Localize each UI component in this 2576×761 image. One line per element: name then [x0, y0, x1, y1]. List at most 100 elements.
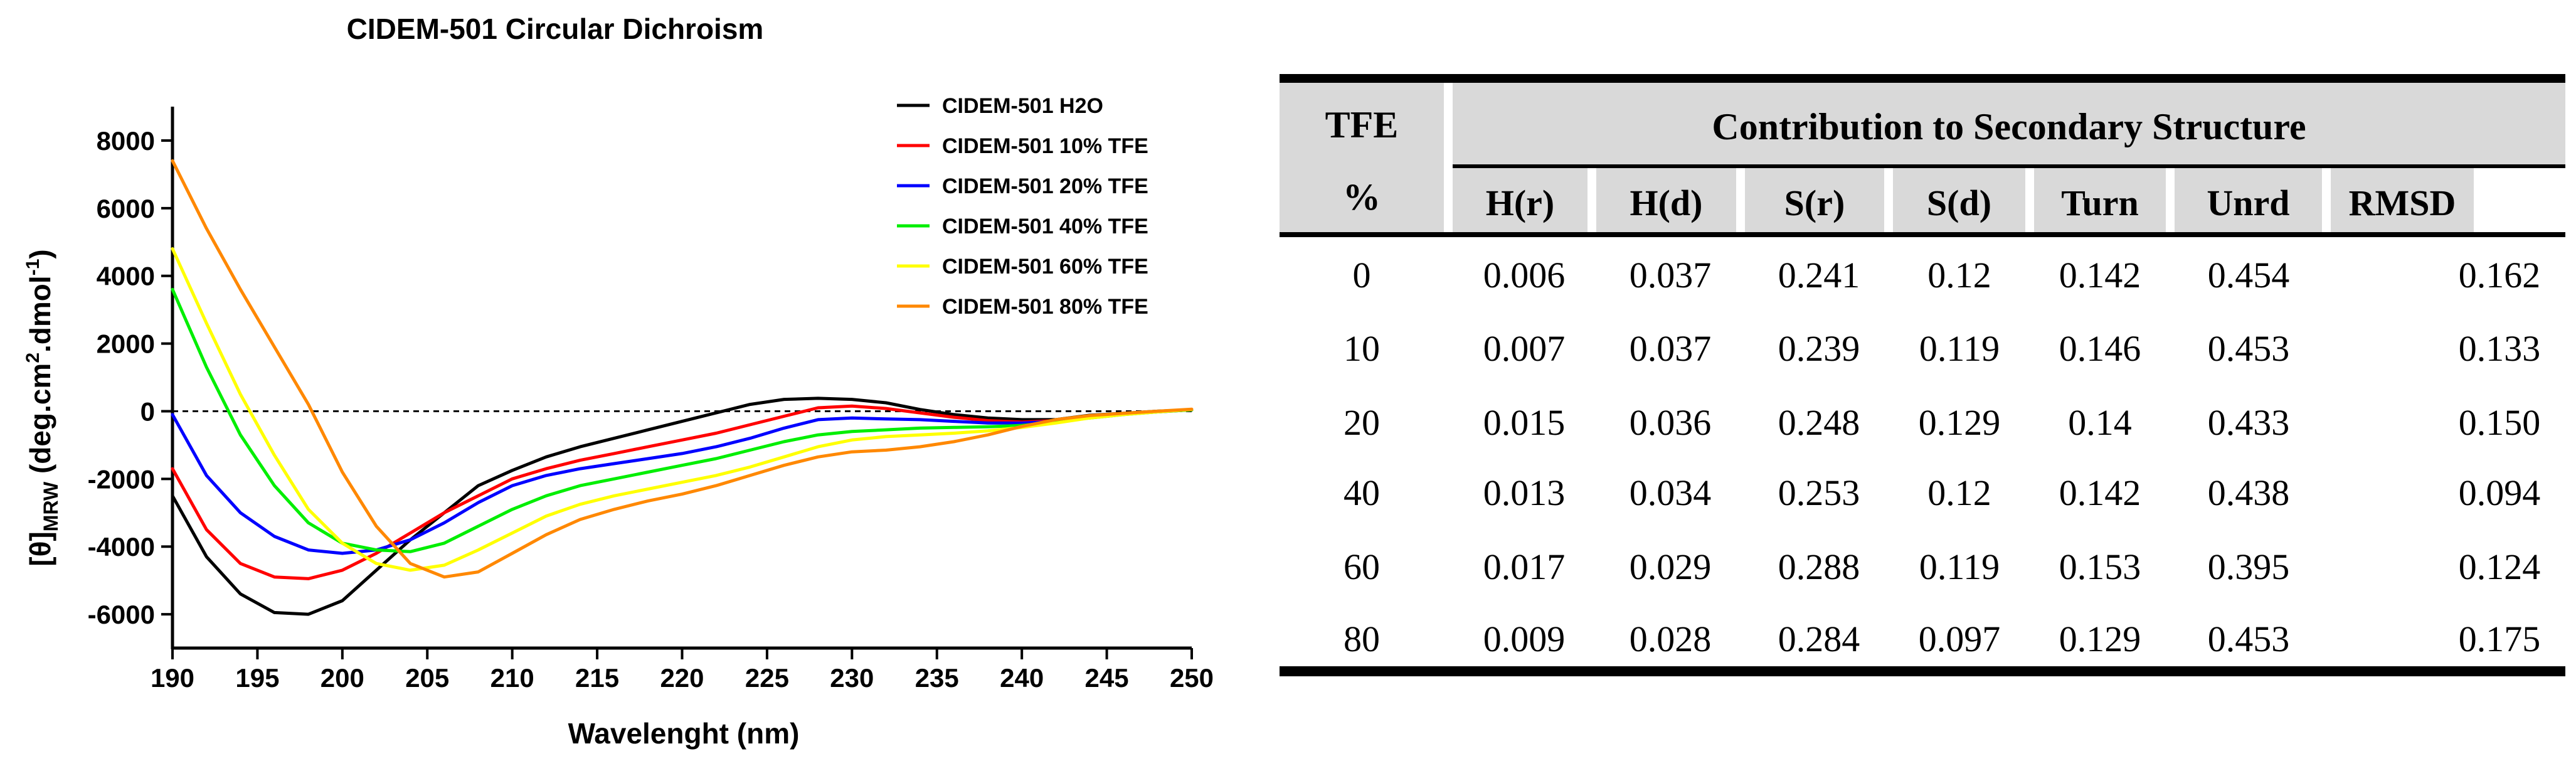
x-tick-label: 245: [1085, 663, 1129, 693]
column-header-background: [1453, 168, 1587, 232]
cell-unrd: 0.433: [2207, 402, 2290, 443]
column-header-background: [1893, 168, 2025, 232]
cell-tfe: 20: [1344, 402, 1380, 443]
y-tick-label: -2000: [88, 464, 155, 494]
cell-hr: 0.009: [1483, 619, 1566, 659]
cell-sr: 0.284: [1778, 619, 1860, 659]
series-line-5: [171, 159, 1194, 579]
cell-tfe: 10: [1344, 328, 1380, 369]
cell-hd: 0.036: [1629, 402, 1712, 443]
cell-rmsd: 0.150: [2458, 402, 2541, 443]
chart-title: CIDEM-501 Circular Dichroism: [347, 13, 764, 45]
y-tick-label: 2000: [97, 329, 155, 359]
x-tick-label: 235: [915, 663, 959, 693]
cell-hr: 0.013: [1483, 472, 1566, 513]
column-header-background: [2175, 168, 2322, 232]
cell-sr: 0.253: [1778, 472, 1860, 513]
x-tick-label: 230: [830, 663, 874, 693]
cell-tfe: 0: [1352, 255, 1371, 295]
series-line-0: [171, 396, 1194, 616]
cell-tfe: 40: [1344, 472, 1380, 513]
y-tick-label: 0: [140, 396, 155, 426]
cell-unrd: 0.453: [2207, 328, 2290, 369]
x-tick-label: 190: [151, 663, 194, 693]
column-header-unrd: Unrd: [2207, 183, 2290, 223]
y-label-main: [θ]: [24, 531, 56, 567]
x-tick-label: 250: [1170, 663, 1214, 693]
cell-sd: 0.119: [1919, 546, 2000, 587]
cell-turn: 0.14: [2068, 402, 2132, 443]
legend-label-4: CIDEM-501 60% TFE: [942, 255, 1148, 279]
column-header-rmsd: RMSD: [2348, 183, 2456, 223]
cell-hr: 0.015: [1483, 402, 1566, 443]
cell-rmsd: 0.124: [2458, 546, 2541, 587]
plot-area: -6000 -4000 -2000 0 2000 4000 6000 8000 190 195 20…: [88, 107, 1214, 693]
cell-sr: 0.241: [1778, 255, 1860, 295]
header-contribution: Contribution to Secondary Structure: [1712, 106, 2306, 147]
cell-sd: 0.097: [1918, 619, 2001, 659]
y-tick-label: 8000: [97, 126, 155, 156]
cell-sd: 0.12: [1927, 255, 1991, 295]
y-label-mid: .dmol: [24, 275, 56, 353]
legend-label-1: CIDEM-501 10% TFE: [942, 134, 1148, 158]
y-tick-label: -6000: [88, 600, 155, 629]
cell-hr: 0.017: [1483, 546, 1566, 587]
cell-hd: 0.028: [1629, 619, 1712, 659]
header-background-group: [1453, 83, 2565, 164]
cell-unrd: 0.453: [2207, 619, 2290, 659]
y-tick-label: -4000: [88, 532, 155, 561]
x-tick-label: 215: [575, 663, 619, 693]
header-percent: %: [1343, 176, 1381, 218]
legend-label-2: CIDEM-501 20% TFE: [942, 174, 1148, 198]
cell-tfe: 60: [1344, 546, 1380, 587]
legend: CIDEM-501 H2O CIDEM-501 10% TFE CIDEM-501 …: [897, 94, 1148, 319]
column-header-background: [2331, 168, 2474, 232]
column-header-turn: Turn: [2061, 183, 2139, 223]
group-header-rule: [1453, 164, 2565, 168]
cell-rmsd: 0.094: [2458, 472, 2541, 513]
cell-turn: 0.146: [2059, 328, 2141, 369]
table-top-rule: [1280, 74, 2565, 83]
cell-turn: 0.153: [2059, 546, 2141, 587]
legend-label-0: CIDEM-501 H2O: [942, 94, 1103, 118]
x-tick-label: 200: [321, 663, 364, 693]
y-axis-label: [θ]MRW (deg.cm2.dmol-1): [23, 249, 62, 566]
column-header-background: [1596, 168, 1736, 232]
y-label-sup1: 2: [23, 353, 43, 363]
x-axis-label: Wavelenght (nm): [568, 717, 800, 750]
cell-sd: 0.129: [1918, 402, 2001, 443]
cell-hd: 0.029: [1629, 546, 1712, 587]
y-label-end: ): [24, 249, 56, 258]
x-tick-label: 220: [660, 663, 704, 693]
cell-unrd: 0.395: [2207, 546, 2290, 587]
column-header-sd: S(d): [1926, 183, 1992, 223]
column-header-sr: S(r): [1784, 183, 1845, 223]
x-tick-label: 205: [405, 663, 449, 693]
cell-turn: 0.129: [2059, 619, 2141, 659]
column-header-background: [1745, 168, 1884, 232]
cd-chart: CIDEM-501 Circular Dichroism [θ]MRW (deg…: [23, 13, 1214, 750]
table-bottom-rule: [1280, 666, 2565, 676]
header-bottom-rule: [1280, 232, 2565, 237]
header-tfe: TFE: [1325, 104, 1399, 146]
cell-hr: 0.006: [1483, 255, 1566, 295]
column-header-hr: H(r): [1485, 183, 1555, 223]
cell-turn: 0.142: [2059, 255, 2141, 295]
x-tick-label: 225: [745, 663, 789, 693]
x-tick-label: 240: [1000, 663, 1044, 693]
y-label-sup2: -1: [23, 259, 43, 276]
cell-sr: 0.288: [1778, 546, 1860, 587]
cell-hd: 0.037: [1629, 255, 1712, 295]
cell-hd: 0.034: [1629, 472, 1712, 513]
cell-rmsd: 0.162: [2458, 255, 2541, 295]
header-background-corner: [1280, 83, 1444, 232]
cell-sd: 0.119: [1919, 328, 2000, 369]
cell-unrd: 0.454: [2207, 255, 2290, 295]
column-header-background: [2034, 168, 2166, 232]
y-tick-label: 4000: [97, 262, 155, 291]
cell-sr: 0.248: [1778, 402, 1860, 443]
cell-hd: 0.037: [1629, 328, 1712, 369]
cell-rmsd: 0.175: [2458, 619, 2541, 659]
legend-label-5: CIDEM-501 80% TFE: [942, 295, 1148, 319]
svg-text:[θ]MRW (deg.cm2.dmol-1): [θ]MRW (deg.cm2.dmol-1): [23, 249, 62, 566]
